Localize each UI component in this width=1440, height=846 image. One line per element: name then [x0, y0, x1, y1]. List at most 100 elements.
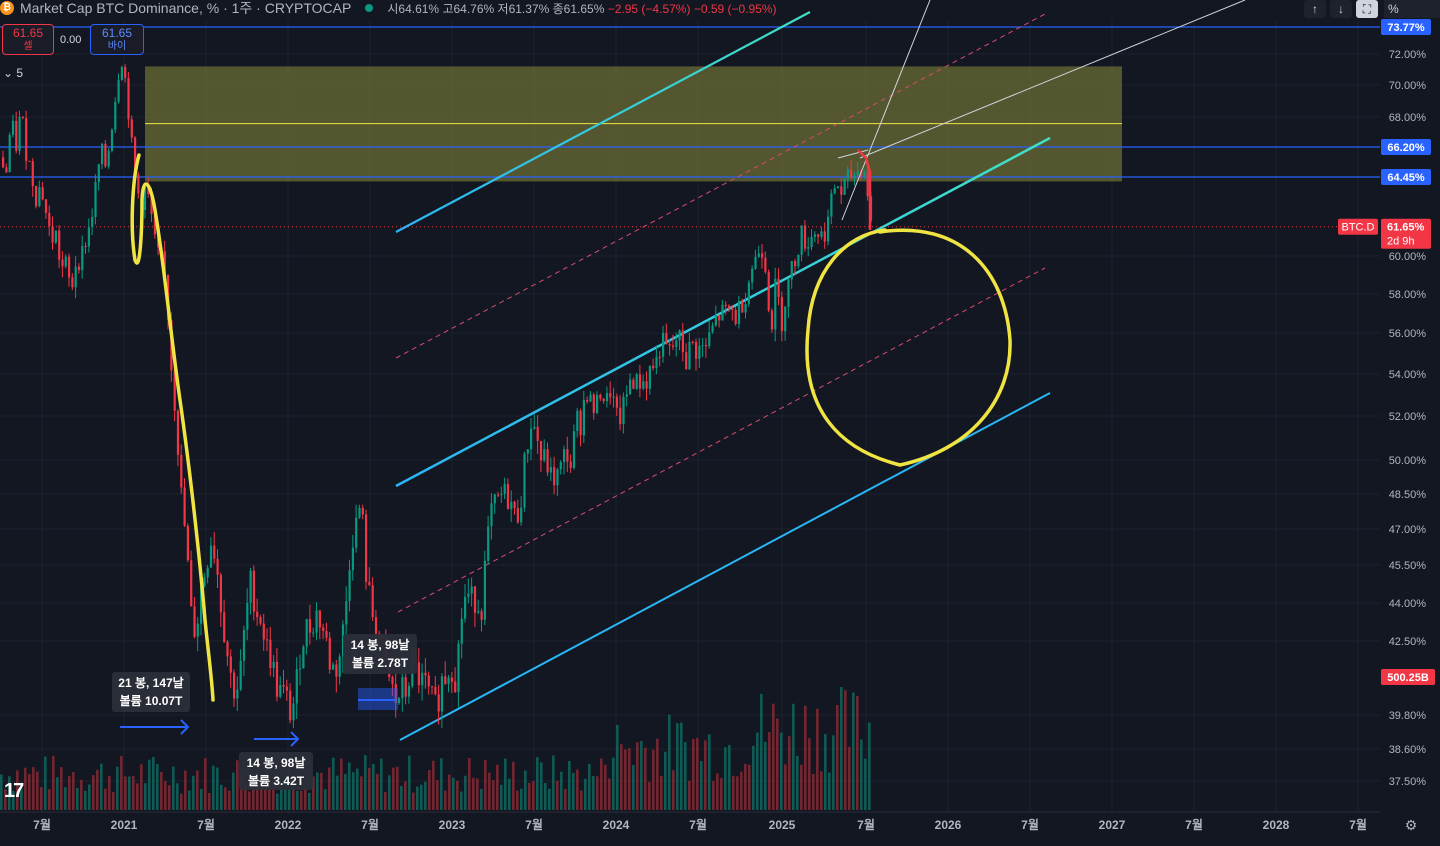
volume-bar — [684, 742, 687, 810]
symbol-title[interactable]: Market Cap BTC Dominance, % · 1주 · CRYPT… — [20, 0, 352, 16]
candle-body — [470, 586, 473, 594]
buy-button[interactable]: 61.65 바이 — [90, 24, 144, 55]
percent-scale-button[interactable]: % — [1384, 0, 1440, 18]
volume-bar — [60, 767, 63, 810]
volume-bar — [124, 776, 127, 810]
candle-body — [68, 256, 71, 278]
volume-bar — [52, 755, 55, 810]
candle-body — [269, 639, 272, 668]
volume-bar — [432, 760, 435, 810]
volume-bar — [832, 735, 835, 810]
volume-bar — [796, 755, 799, 810]
candle-body — [500, 493, 503, 496]
candle-body — [97, 164, 100, 183]
candle-body — [44, 199, 48, 213]
volume-bar — [808, 738, 811, 810]
fan-line-1 — [841, 0, 931, 221]
candle-body — [563, 449, 566, 463]
volume-bar — [452, 777, 455, 810]
volume-bar — [168, 785, 171, 810]
volume-bar — [464, 775, 467, 810]
volume-bar — [532, 781, 535, 810]
arrow-up-icon[interactable]: ↑ — [1304, 0, 1326, 18]
volume-bar — [692, 738, 695, 810]
volume-bar — [716, 773, 719, 810]
volume-bars — [0, 687, 871, 810]
volume-bar — [588, 763, 591, 810]
candle-body — [351, 547, 354, 571]
candle-body — [622, 396, 625, 425]
volume-bar — [640, 740, 643, 810]
volume-bar — [480, 788, 483, 810]
volume-bar — [20, 782, 23, 810]
volume-bar — [160, 771, 163, 810]
candle-body — [678, 330, 681, 341]
candle-body — [147, 186, 150, 194]
candle-body — [582, 399, 585, 436]
volume-bar — [140, 764, 143, 810]
candle-body — [447, 677, 450, 684]
volume-bar — [92, 775, 95, 810]
volume-bar — [268, 777, 271, 810]
candle-body — [427, 675, 430, 687]
candle-body — [827, 216, 830, 242]
tradingview-logo-icon: 17 — [4, 780, 24, 802]
candle-body — [668, 344, 671, 346]
volume-bar — [32, 767, 35, 810]
annotation-box — [343, 634, 417, 674]
target-circle — [805, 228, 1012, 467]
volume-bar — [520, 788, 523, 810]
candle-body — [731, 308, 734, 310]
candle-body — [454, 681, 457, 693]
sell-button[interactable]: 61.65 셀 — [2, 24, 54, 55]
candle-body — [216, 558, 219, 575]
volume-bar — [596, 776, 599, 810]
volume-bar — [396, 766, 399, 810]
candle-body — [328, 637, 331, 670]
indicators-toggle[interactable]: ⌄ 5 — [3, 66, 23, 80]
auto-scale-icon[interactable]: ⛶ — [1356, 0, 1378, 18]
volume-bar — [680, 722, 683, 810]
candle-body — [635, 374, 638, 389]
volume-bar — [864, 758, 867, 810]
symbol-badge — [1338, 218, 1378, 235]
sell-price: 61.65 — [12, 26, 44, 40]
candle-body — [833, 188, 836, 194]
candle-body — [734, 309, 737, 324]
candle-body — [691, 341, 694, 343]
volume-bar — [732, 775, 735, 810]
candle-body — [487, 526, 490, 561]
candle-body — [662, 332, 665, 357]
candles — [2, 63, 873, 729]
volume-bar — [72, 772, 75, 810]
scale-toolbar: ↑ ↓ ⛶ — [1304, 0, 1378, 18]
volume-bar — [312, 776, 315, 810]
price-axis[interactable]: 72.00% 70.00% 68.00% 66.20% 64.45% 60.00% 58.0… — [1338, 19, 1435, 788]
candle-body — [246, 602, 249, 630]
y-tick-label: 68.00% — [1389, 112, 1427, 124]
candle-body — [596, 394, 599, 413]
volume-bar — [856, 695, 859, 810]
volume-bar — [412, 792, 415, 810]
ohlc-high: 고64.76% — [442, 1, 495, 16]
candle-body — [91, 217, 94, 228]
candle-body — [665, 332, 668, 345]
candle-body — [800, 225, 803, 255]
ohlc-low: 저61.37% — [497, 1, 550, 16]
volume-bar — [544, 782, 547, 810]
candle-body — [203, 577, 206, 587]
volume-bar — [108, 775, 111, 810]
volume-bar — [196, 770, 199, 810]
annotation-line2: 볼륨 10.07T — [120, 693, 183, 708]
candle-body — [642, 381, 645, 389]
candle-body — [305, 619, 308, 647]
candle-body — [728, 305, 731, 309]
arrow-down-icon[interactable]: ↓ — [1330, 0, 1352, 18]
time-axis[interactable]: 7월 2021 7월 2022 7월 2023 7월 2024 7월 2025 7월 2026 7월 20… — [0, 811, 1417, 833]
volume-bar — [164, 781, 167, 810]
volume-bar — [116, 766, 119, 810]
volume-bar — [648, 781, 651, 810]
volume-bar — [440, 758, 443, 810]
volume-bar — [700, 761, 703, 810]
